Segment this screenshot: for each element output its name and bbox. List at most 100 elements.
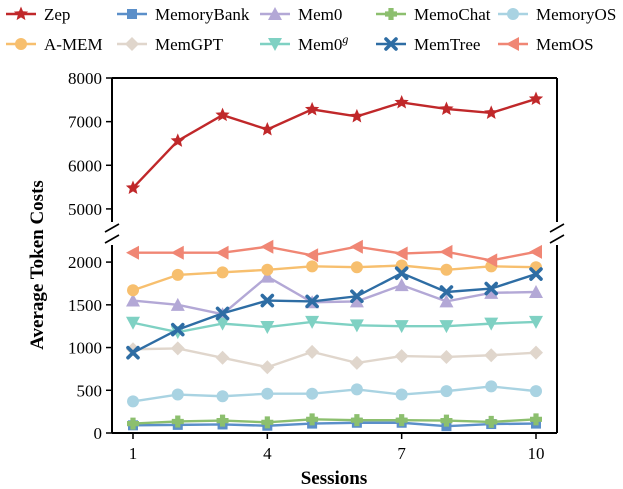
data-point <box>440 385 452 397</box>
y-tick-label: 8000 <box>68 69 102 88</box>
data-point <box>484 105 498 119</box>
data-point <box>172 389 184 401</box>
data-point <box>305 248 318 262</box>
series <box>126 240 542 268</box>
data-point <box>306 388 318 400</box>
data-point <box>216 246 229 260</box>
data-point <box>507 8 519 20</box>
series-line <box>133 99 536 188</box>
plot-area: 5000 6000 7000 8000 0 500 1000 1500 2000 1 4 7 10 <box>68 69 564 463</box>
series <box>128 268 541 357</box>
data-point <box>351 261 363 273</box>
y-tick-label: 1000 <box>68 339 102 358</box>
legend-label: MemGPT <box>155 35 224 54</box>
x-tick-label: 10 <box>528 444 545 463</box>
series <box>126 270 543 321</box>
legend-label: MemoChat <box>414 5 491 24</box>
legend-label: Mem0 <box>298 5 342 24</box>
data-point <box>485 380 497 392</box>
data-point <box>395 95 409 109</box>
legend-item: Mem0 <box>260 5 342 24</box>
data-point <box>15 38 27 50</box>
data-point <box>350 109 364 123</box>
data-point <box>506 37 519 51</box>
y-tick-label: 1500 <box>68 296 102 315</box>
legend-label: MemOS <box>536 35 594 54</box>
data-point <box>530 385 542 397</box>
legend-label: A-MEM <box>44 35 103 54</box>
data-point <box>172 269 184 281</box>
data-point <box>350 356 364 370</box>
data-point <box>395 247 408 261</box>
data-point <box>171 246 184 260</box>
data-point <box>305 102 319 116</box>
legend: Zep MemoryBank Mem0 MemoChat MemoryOS A-MEM Me… <box>6 5 616 54</box>
y-tick-label: 5000 <box>68 200 102 219</box>
data-point <box>439 350 453 364</box>
data-point <box>14 7 28 21</box>
data-point <box>484 348 498 362</box>
legend-label: Zep <box>44 5 70 24</box>
series-line <box>133 273 536 352</box>
legend-item: Mem0g <box>260 32 348 54</box>
legend-label-superscript: g <box>342 32 348 46</box>
data-point <box>126 246 139 260</box>
axis-break-mark <box>550 235 564 243</box>
data-point <box>350 240 363 254</box>
y-tick-label: 6000 <box>68 156 102 175</box>
legend-item: MemoryBank <box>117 5 250 24</box>
data-point <box>217 266 229 278</box>
data-point <box>260 122 274 136</box>
data-point <box>125 37 139 51</box>
data-point <box>439 101 453 115</box>
axis-break-mark <box>550 224 564 232</box>
data-point <box>529 91 543 105</box>
axis-break-mark <box>105 224 119 232</box>
series <box>127 380 542 407</box>
y-axis-label: Average Token Costs <box>27 180 48 350</box>
data-point <box>439 245 452 259</box>
series <box>126 316 543 339</box>
data-point <box>127 395 139 407</box>
legend-label: Mem0g <box>298 32 348 54</box>
data-point <box>396 389 408 401</box>
legend-item: MemTree <box>376 35 480 54</box>
series <box>127 413 542 429</box>
data-point <box>127 9 137 19</box>
series <box>126 91 543 194</box>
series-line <box>133 386 536 401</box>
data-point <box>440 264 452 276</box>
data-point <box>529 346 543 360</box>
series <box>126 341 543 374</box>
y-tick-label: 7000 <box>68 113 102 132</box>
data-point <box>217 390 229 402</box>
x-tick-label: 1 <box>129 444 138 463</box>
series <box>127 260 542 297</box>
data-point <box>171 341 185 355</box>
legend-label: MemoryBank <box>155 5 250 24</box>
x-tick-label: 4 <box>263 444 272 463</box>
series-line <box>133 423 536 426</box>
data-point <box>261 388 273 400</box>
legend-item: MemGPT <box>117 35 224 54</box>
legend-item: MemoChat <box>376 5 491 24</box>
x-axis-label: Sessions <box>301 468 368 489</box>
y-tick-label: 0 <box>94 424 103 443</box>
x-tick-label: 7 <box>397 444 406 463</box>
data-point <box>395 278 409 291</box>
axis-break-mark <box>105 235 119 243</box>
series-line <box>133 277 536 315</box>
data-point <box>216 351 230 365</box>
legend-item: MemoryOS <box>498 5 616 24</box>
legend-item: Zep <box>6 5 70 24</box>
series-line <box>133 247 536 261</box>
data-point <box>306 260 318 272</box>
data-point <box>260 360 274 374</box>
data-point <box>261 264 273 276</box>
y-tick-label: 500 <box>77 381 103 400</box>
data-point <box>395 349 409 363</box>
series-line <box>133 266 536 291</box>
data-point <box>260 240 273 254</box>
data-point <box>529 245 542 259</box>
